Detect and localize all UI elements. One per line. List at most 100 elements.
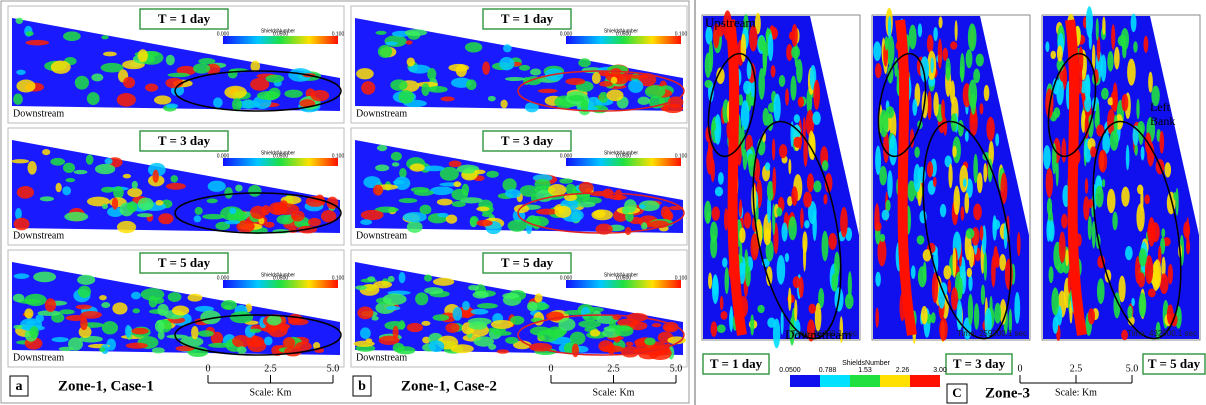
shields-patch: [917, 235, 925, 244]
shields-patch: [101, 35, 108, 39]
panel-caption: Zone-1, Case-2: [401, 378, 497, 394]
shields-patch: [725, 267, 729, 294]
shields-patch: [577, 202, 595, 208]
legend-title: ShieldsNumber: [842, 360, 891, 367]
shields-patch: [1121, 28, 1129, 51]
shields-patch: [963, 178, 967, 187]
shields-patch: [804, 220, 810, 228]
shields-patch: [488, 344, 496, 350]
shields-patch: [933, 92, 938, 117]
shields-patch: [530, 69, 541, 76]
scale-tick-label: 5.0: [670, 363, 683, 374]
shields-patch: [78, 286, 91, 298]
shields-patch: [86, 155, 94, 165]
shields-patch: [960, 206, 964, 221]
shields-patch: [476, 220, 492, 227]
shields-patch: [711, 321, 718, 337]
shields-patch: [131, 292, 141, 300]
shields-patch: [788, 288, 791, 311]
shields-patch: [291, 210, 305, 221]
shields-patch: [415, 292, 428, 305]
shields-patch: [641, 222, 647, 230]
shields-patch: [105, 158, 113, 164]
shields-patch: [1186, 239, 1190, 254]
shields-patch: [1097, 278, 1105, 304]
shields-patch: [410, 163, 425, 171]
shields-patch: [123, 77, 135, 88]
shields-patch: [788, 159, 791, 174]
shields-patch: [1125, 246, 1133, 260]
shields-patch: [1139, 248, 1147, 266]
shields-patch: [407, 57, 415, 66]
shields-patch: [68, 337, 83, 350]
shields-patch: [237, 346, 247, 354]
shields-patch: [1121, 94, 1128, 112]
shields-patch: [474, 170, 486, 175]
shields-patch: [628, 80, 643, 93]
shields-patch: [63, 163, 75, 173]
time-stamp: Time: 432000.1 sec: [1127, 329, 1197, 338]
shields-patch: [26, 31, 34, 36]
shields-patch: [486, 171, 499, 178]
shields-patch: [1084, 74, 1090, 100]
shields-patch: [166, 183, 186, 190]
shields-patch: [743, 81, 751, 94]
shields-patch: [385, 35, 407, 47]
colorbar-tick: 0.100: [332, 275, 345, 281]
shields-patch: [153, 170, 159, 183]
shields-patch: [152, 347, 165, 353]
shields-patch: [1112, 83, 1117, 113]
shields-patch: [1107, 189, 1115, 213]
shields-patch: [452, 201, 466, 207]
shields-patch: [1056, 79, 1064, 106]
shields-patch: [1141, 146, 1145, 160]
shields-patch: [248, 340, 267, 352]
time-label: T = 5 day: [158, 255, 211, 270]
shields-patch: [995, 133, 999, 146]
shields-patch: [798, 97, 804, 108]
shields-patch: [943, 265, 951, 279]
shields-patch: [594, 210, 606, 218]
shields-patch: [776, 207, 782, 216]
shields-patch: [505, 337, 518, 344]
shields-patch: [375, 31, 386, 35]
shields-patch: [399, 320, 405, 330]
shields-patch: [355, 285, 367, 290]
left-bank-label: Left: [1150, 100, 1171, 114]
shields-patch: [466, 79, 476, 90]
shields-patch: [875, 146, 881, 175]
shields-patch: [939, 318, 948, 341]
shields-patch: [921, 306, 928, 324]
shields-patch: [720, 311, 727, 320]
shields-patch: [198, 330, 214, 337]
shields-patch: [771, 65, 776, 77]
colorbar-tick: 2.26: [896, 367, 910, 374]
shields-patch: [652, 323, 661, 327]
shields-patch: [99, 347, 105, 352]
time-stamp: Time: 259200.1 sec: [957, 329, 1027, 338]
shields-patch: [428, 86, 448, 93]
shields-patch: [952, 146, 956, 158]
shields-patch: [1161, 228, 1165, 238]
shields-patch: [966, 49, 973, 68]
shields-patch: [993, 219, 1000, 229]
colorbar-band: [790, 375, 820, 387]
shields-patch: [781, 222, 787, 241]
shields-patch: [796, 59, 802, 83]
shields-patch: [534, 179, 550, 189]
shields-patch: [208, 343, 231, 348]
colorbar-tick: 0.000: [217, 153, 230, 159]
downstream-label: Downstream: [356, 108, 407, 119]
shields-patch: [361, 81, 375, 94]
shields-patch: [958, 277, 963, 300]
shields-patch: [14, 273, 30, 279]
shields-patch: [957, 299, 963, 331]
colorbar-tick: 0.0500: [273, 153, 289, 159]
time-label: T = 3 day: [953, 356, 1006, 371]
shields-patch: [357, 306, 373, 319]
shields-patch: [127, 201, 137, 212]
shields-patch: [579, 182, 594, 194]
shields-patch: [378, 45, 392, 58]
shields-patch: [75, 76, 89, 90]
shields-patch: [538, 89, 558, 93]
